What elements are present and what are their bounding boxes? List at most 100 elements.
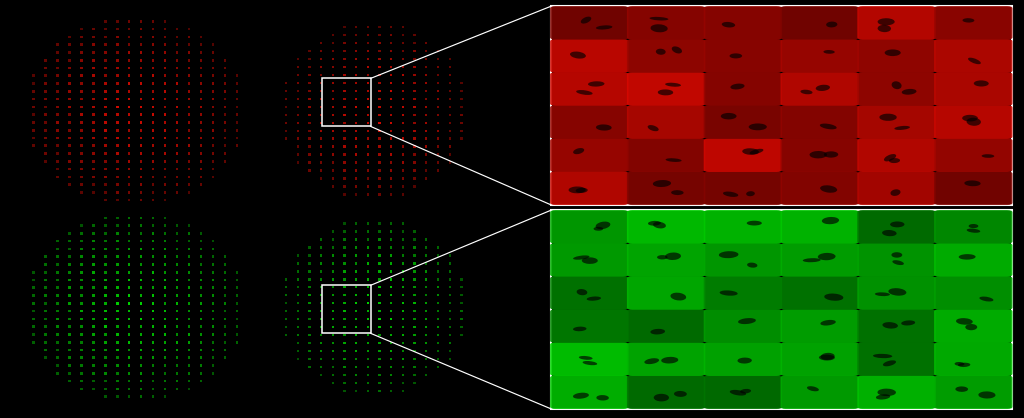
Point [193, 80, 209, 87]
Point [359, 120, 376, 126]
Point [205, 41, 221, 48]
Point [26, 331, 42, 338]
Point [205, 300, 221, 307]
Point [121, 347, 137, 353]
Point [301, 332, 317, 339]
Ellipse shape [750, 149, 764, 154]
Point [37, 292, 53, 299]
Point [395, 252, 412, 259]
Point [97, 354, 114, 361]
Point [372, 167, 388, 174]
Point [336, 252, 352, 259]
Point [97, 119, 114, 126]
Ellipse shape [596, 25, 612, 30]
Point [169, 253, 185, 260]
Point [372, 143, 388, 150]
Ellipse shape [737, 357, 752, 364]
Point [73, 362, 89, 369]
Point [407, 40, 423, 46]
Point [157, 127, 173, 134]
Ellipse shape [826, 22, 838, 28]
Point [85, 300, 101, 307]
Point [26, 269, 42, 275]
Point [157, 150, 173, 157]
Point [205, 347, 221, 353]
FancyBboxPatch shape [934, 309, 1013, 343]
Point [348, 87, 365, 94]
Point [359, 380, 376, 386]
FancyBboxPatch shape [857, 39, 936, 73]
Point [205, 292, 221, 299]
Point [441, 56, 458, 62]
Point [359, 191, 376, 198]
Point [430, 260, 446, 267]
Point [325, 260, 341, 267]
Point [301, 260, 317, 267]
Point [454, 79, 470, 86]
Point [193, 143, 209, 149]
Point [181, 354, 198, 361]
Point [383, 364, 399, 370]
Point [109, 339, 125, 346]
Ellipse shape [657, 89, 673, 95]
Point [133, 222, 150, 229]
Point [181, 339, 198, 346]
Ellipse shape [720, 291, 737, 296]
FancyBboxPatch shape [780, 243, 859, 277]
Ellipse shape [723, 191, 738, 197]
Point [325, 143, 341, 150]
Point [430, 56, 446, 62]
Point [193, 354, 209, 361]
FancyBboxPatch shape [550, 6, 629, 40]
Point [181, 378, 198, 385]
Point [169, 385, 185, 392]
Point [441, 79, 458, 86]
Point [383, 387, 399, 394]
Point [133, 261, 150, 268]
Point [430, 87, 446, 94]
Point [133, 197, 150, 204]
Point [85, 26, 101, 33]
Point [109, 57, 125, 64]
FancyBboxPatch shape [627, 6, 706, 40]
Ellipse shape [657, 255, 668, 260]
Point [418, 348, 434, 354]
Point [454, 324, 470, 331]
Point [157, 33, 173, 40]
Point [217, 127, 233, 134]
Point [395, 356, 412, 362]
Point [73, 65, 89, 71]
Point [228, 339, 245, 346]
Point [313, 244, 330, 251]
Point [169, 316, 185, 322]
Point [97, 33, 114, 40]
Point [228, 269, 245, 275]
Point [441, 64, 458, 70]
Point [109, 72, 125, 79]
Point [133, 96, 150, 102]
Point [145, 49, 162, 56]
Point [37, 119, 53, 126]
Point [336, 103, 352, 110]
Ellipse shape [890, 222, 904, 227]
Point [85, 41, 101, 48]
Point [121, 57, 137, 64]
Point [430, 120, 446, 126]
Point [205, 253, 221, 260]
Point [169, 80, 185, 87]
Point [383, 167, 399, 174]
FancyBboxPatch shape [550, 72, 629, 106]
Point [73, 378, 89, 385]
Point [407, 95, 423, 102]
Point [348, 120, 365, 126]
Point [228, 324, 245, 330]
Point [383, 372, 399, 378]
Point [133, 111, 150, 118]
Point [290, 143, 306, 150]
Ellipse shape [570, 51, 586, 59]
Ellipse shape [666, 83, 681, 87]
Ellipse shape [803, 258, 820, 262]
Point [372, 183, 388, 190]
Point [418, 332, 434, 339]
Point [133, 80, 150, 87]
